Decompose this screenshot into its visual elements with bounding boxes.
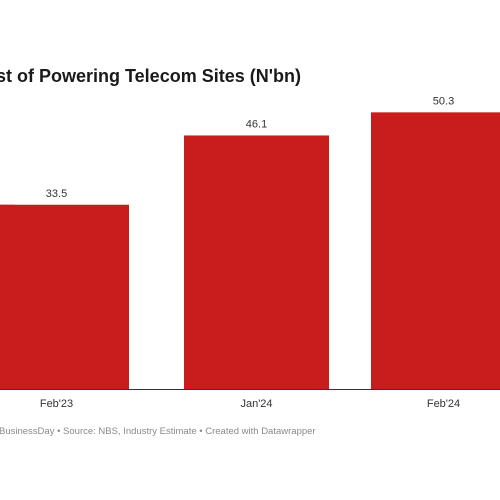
x-tick-label-4: Feb'24 xyxy=(427,398,460,410)
value-labels-group: 33.5 46.1 50.3 xyxy=(46,95,454,199)
bar-3 xyxy=(184,135,329,389)
chart-footer: BusinessDay • Source: NBS, Industry Esti… xyxy=(0,426,316,437)
value-label-2: 33.5 xyxy=(46,188,67,200)
chart-title: st of Powering Telecom Sites (N'bn) xyxy=(0,66,301,86)
value-label-3: 46.1 xyxy=(246,118,267,130)
bar-2 xyxy=(0,204,129,389)
bars-group xyxy=(0,112,500,389)
x-tick-label-3: Jan'24 xyxy=(240,398,272,410)
x-tick-labels-group: Feb'23 Jan'24 Feb'24 xyxy=(40,398,460,410)
value-label-4: 50.3 xyxy=(433,95,454,107)
bar-4 xyxy=(371,112,500,389)
x-tick-label-2: Feb'23 xyxy=(40,398,73,410)
